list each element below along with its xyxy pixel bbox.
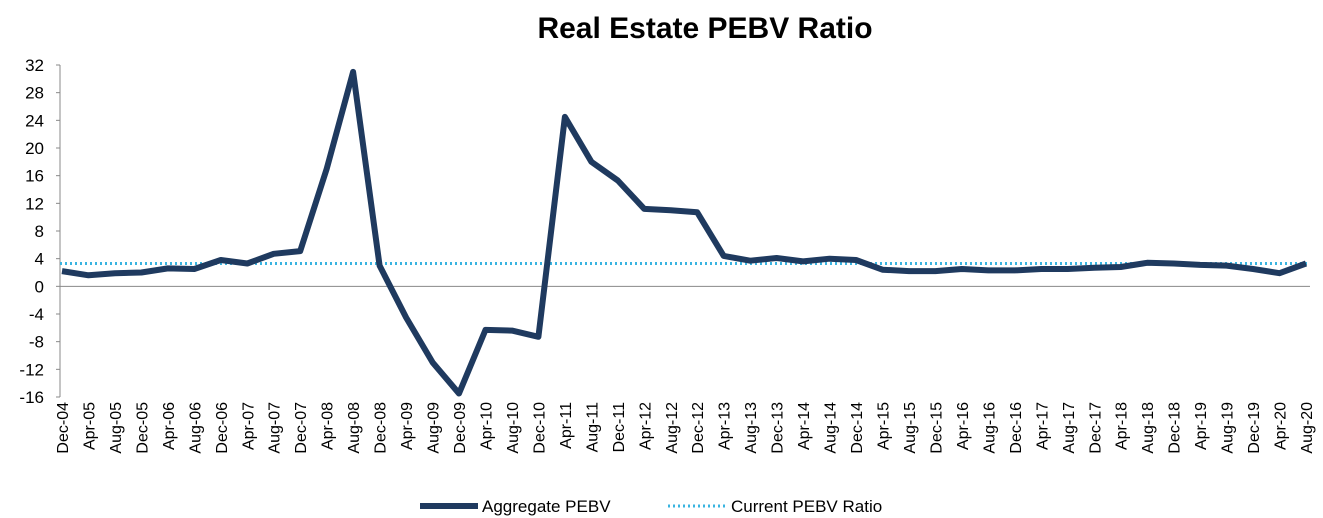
y-tick-label: -4 bbox=[29, 305, 44, 324]
x-tick-label: Apr-19 bbox=[1193, 402, 1210, 450]
legend-label: Current PEBV Ratio bbox=[731, 497, 882, 516]
x-tick-label: Apr-20 bbox=[1273, 402, 1290, 450]
x-tick-label: Apr-10 bbox=[478, 402, 495, 450]
x-tick-label: Aug-19 bbox=[1220, 402, 1237, 454]
x-tick-label: Dec-13 bbox=[770, 402, 787, 454]
x-tick-label: Aug-07 bbox=[267, 402, 284, 454]
x-tick-label: Dec-07 bbox=[293, 402, 310, 454]
x-tick-label: Apr-16 bbox=[955, 402, 972, 450]
y-tick-label: -8 bbox=[29, 333, 44, 352]
x-tick-label: Dec-10 bbox=[531, 402, 548, 454]
y-tick-label: 16 bbox=[25, 167, 44, 186]
x-tick-label: Aug-06 bbox=[187, 402, 204, 454]
x-tick-label: Aug-13 bbox=[743, 402, 760, 454]
y-tick-label: 8 bbox=[35, 222, 44, 241]
x-tick-label: Dec-11 bbox=[611, 402, 628, 452]
x-tick-label: Apr-11 bbox=[558, 402, 575, 449]
x-tick-label: Aug-14 bbox=[823, 402, 840, 454]
y-tick-label: 24 bbox=[25, 111, 44, 130]
x-tick-label: Aug-17 bbox=[1061, 402, 1078, 454]
x-tick-label: Aug-12 bbox=[664, 402, 681, 454]
y-tick-label: 20 bbox=[25, 139, 44, 158]
x-tick-label: Aug-05 bbox=[108, 402, 125, 454]
x-tick-label: Aug-16 bbox=[981, 402, 998, 454]
x-tick-label: Aug-20 bbox=[1299, 402, 1316, 454]
y-tick-label: 0 bbox=[35, 277, 44, 296]
x-tick-label: Aug-08 bbox=[346, 402, 363, 454]
x-tick-label: Apr-09 bbox=[399, 402, 416, 450]
x-tick-label: Dec-08 bbox=[373, 402, 390, 454]
x-tick-label: Dec-09 bbox=[452, 402, 469, 454]
y-tick-label: 12 bbox=[25, 194, 44, 213]
x-tick-label: Dec-18 bbox=[1167, 402, 1184, 454]
x-tick-label: Apr-14 bbox=[796, 402, 813, 450]
x-tick-label: Aug-10 bbox=[505, 402, 522, 454]
x-tick-label: Apr-17 bbox=[1034, 402, 1051, 450]
x-tick-label: Aug-18 bbox=[1140, 402, 1157, 454]
y-tick-label: -12 bbox=[19, 360, 44, 379]
x-tick-label: Apr-08 bbox=[320, 402, 337, 450]
x-tick-label: Apr-06 bbox=[161, 402, 178, 450]
x-tick-label: Dec-15 bbox=[928, 402, 945, 454]
y-tick-label: 4 bbox=[35, 250, 44, 269]
x-tick-label: Dec-17 bbox=[1087, 402, 1104, 454]
x-tick-label: Apr-15 bbox=[876, 402, 893, 450]
x-tick-label: Dec-16 bbox=[1008, 402, 1025, 454]
x-tick-label: Dec-06 bbox=[214, 402, 231, 454]
chart-title: Real Estate PEBV Ratio bbox=[537, 12, 872, 45]
x-tick-label: Apr-18 bbox=[1114, 402, 1131, 450]
legend-label: Aggregate PEBV bbox=[482, 497, 611, 516]
x-tick-label: Dec-19 bbox=[1246, 402, 1263, 454]
y-tick-label: 32 bbox=[25, 56, 44, 75]
y-tick-label: -16 bbox=[19, 388, 44, 407]
x-tick-label: Dec-12 bbox=[690, 402, 707, 454]
x-tick-label: Apr-07 bbox=[240, 402, 257, 450]
x-tick-label: Dec-04 bbox=[55, 402, 72, 454]
x-tick-label: Dec-14 bbox=[849, 402, 866, 454]
x-tick-label: Apr-13 bbox=[717, 402, 734, 450]
x-tick-label: Aug-09 bbox=[426, 402, 443, 454]
x-tick-label: Dec-05 bbox=[134, 402, 151, 454]
data-line bbox=[61, 68, 1308, 397]
x-tick-label: Aug-15 bbox=[902, 402, 919, 454]
x-tick-label: Apr-05 bbox=[81, 402, 98, 450]
x-tick-label: Aug-11 bbox=[584, 402, 601, 453]
y-tick-label: 28 bbox=[25, 84, 44, 103]
x-tick-label: Apr-12 bbox=[637, 402, 654, 450]
